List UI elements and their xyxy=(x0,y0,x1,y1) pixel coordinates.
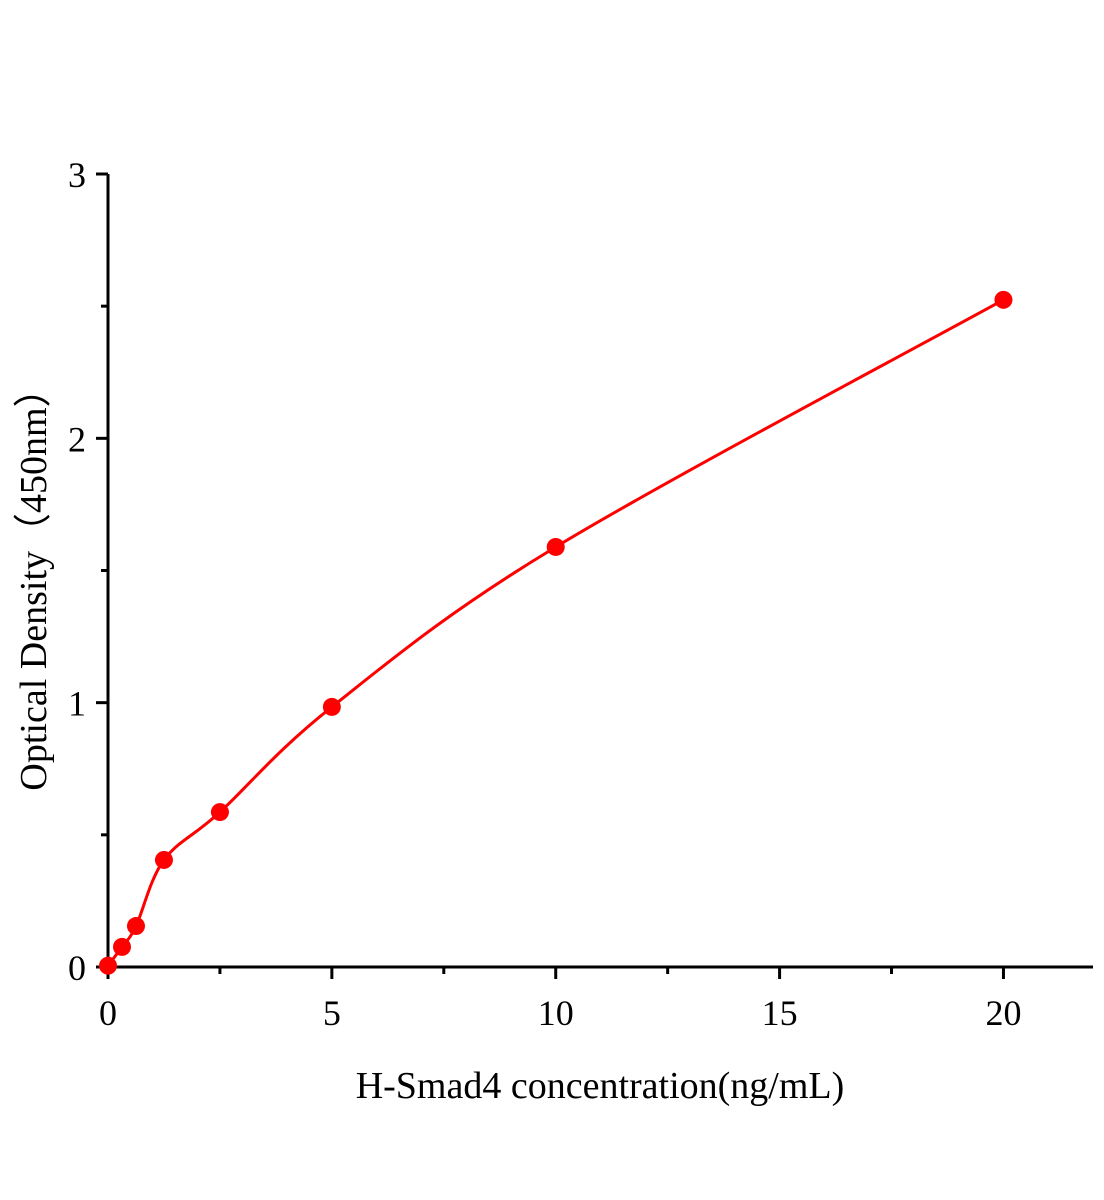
tick-labels: 0 5 10 15 20 0 1 2 3 xyxy=(68,155,1021,1033)
fit-curve xyxy=(106,298,1005,967)
x-tick-label: 20 xyxy=(985,993,1021,1033)
x-tick-label: 15 xyxy=(762,993,798,1033)
data-point xyxy=(154,850,173,869)
data-point xyxy=(546,537,565,556)
data-point xyxy=(112,937,131,956)
axes xyxy=(96,172,1093,979)
x-tick-label: 10 xyxy=(538,993,574,1033)
x-tick-label: 5 xyxy=(323,993,341,1033)
data-points xyxy=(99,290,1013,975)
y-axis-label: Optical Density（450nm） xyxy=(13,369,55,790)
x-tick-label: 0 xyxy=(99,993,117,1033)
y-tick-label: 1 xyxy=(68,684,86,724)
data-point xyxy=(210,803,229,822)
y-tick-label: 3 xyxy=(68,155,86,195)
data-point xyxy=(322,697,341,716)
y-tick-label: 0 xyxy=(68,948,86,988)
y-tick-label: 2 xyxy=(68,419,86,459)
data-point xyxy=(99,956,117,975)
x-axis-label: H-Smad4 concentration(ng/mL) xyxy=(356,1065,845,1107)
data-point xyxy=(126,917,145,936)
data-point xyxy=(994,290,1013,309)
